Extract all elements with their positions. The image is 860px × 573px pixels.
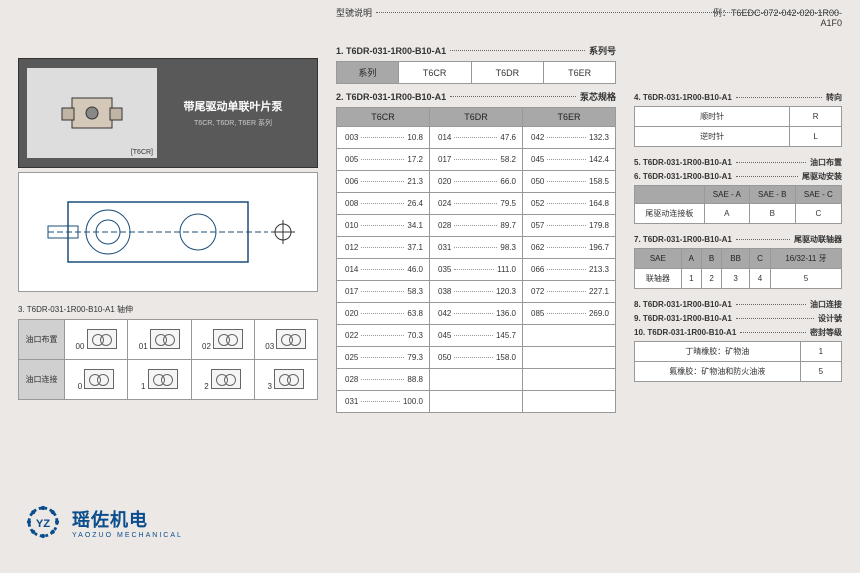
spec-cell: 042132.3 [523, 127, 616, 149]
section3-cell-1: 1 [128, 360, 191, 400]
spec-cell: 045145.7 [430, 325, 523, 347]
cross-section-drawing [18, 172, 318, 292]
spec-cell [430, 369, 523, 391]
svg-text:YZ: YZ [36, 518, 50, 530]
section1-table: 系列 T6CR T6DR T6ER [336, 61, 616, 84]
port-icon [87, 329, 117, 349]
spec-cell: 062196.7 [523, 237, 616, 259]
section3-cell-03: 03 [254, 320, 317, 360]
spec-cell: 066213.3 [523, 259, 616, 281]
section8-10: 8. T6DR-031-1R00-B10-A1油口连接 9. T6DR-031-… [634, 299, 842, 382]
section4-table: 顺时针R 逆时针L [634, 106, 842, 147]
right-column: 4. T6DR-031-1R00-B10-A1转向 顺时针R 逆时针L 5. T… [634, 92, 842, 392]
spec-cell: 050158.0 [430, 347, 523, 369]
spec-cell: 02066.0 [430, 171, 523, 193]
logo-icon: YZ [22, 501, 64, 543]
conn-icon [148, 369, 178, 389]
spec-cell: 01034.1 [337, 215, 430, 237]
section3-cell-02: 02 [191, 320, 254, 360]
section5-6: 5. T6DR-031-1R00-B10-A1油口布置 6. T6DR-031-… [634, 157, 842, 224]
section3-cell-01: 01 [128, 320, 191, 360]
spec-cell: 01758.3 [337, 281, 430, 303]
conn-icon [274, 369, 304, 389]
spec-cell [523, 369, 616, 391]
section4: 4. T6DR-031-1R00-B10-A1转向 顺时针R 逆时针L [634, 92, 842, 147]
spec-cell: 031100.0 [337, 391, 430, 413]
spec-cell: 050158.5 [523, 171, 616, 193]
spec-cell: 085269.0 [523, 303, 616, 325]
port-icon [276, 329, 306, 349]
spec-cell [523, 325, 616, 347]
spec-cell: 072227.1 [523, 281, 616, 303]
logo-name: 瑶佐机电 [72, 506, 183, 532]
logo-sub: YAOZUO MECHANICAL [72, 532, 183, 539]
spec-cell: 01446.0 [337, 259, 430, 281]
section7: 7. T6DR-031-1R00-B10-A1尾驱动联轴器 SAEABBBC16… [634, 234, 842, 289]
section7-table: SAEABBBC16/32-11 牙 联轴器12345 [634, 248, 842, 289]
spec-cell [430, 391, 523, 413]
left-column: 带尾驱动单联叶片泵 T6CR, T6DR, T6ER 系列 3. T6DR-03… [18, 58, 318, 400]
pump-text: 带尾驱动单联叶片泵 T6CR, T6DR, T6ER 系列 [157, 98, 309, 128]
logo: YZ 瑶佐机电 YAOZUO MECHANICAL [22, 501, 183, 543]
pump-image [27, 68, 157, 158]
conn-icon [84, 369, 114, 389]
spec-cell: 02579.3 [337, 347, 430, 369]
section10-table: 丁晴橡胶：矿物油1 氟橡胶：矿物油和防火油液5 [634, 341, 842, 382]
header-example-line2: A1F0 [820, 18, 842, 28]
spec-cell: 00621.3 [337, 171, 430, 193]
section3-cell-2: 2 [191, 360, 254, 400]
section3-row1-label: 油口布置 [19, 320, 65, 360]
section3-cell-3: 3 [254, 360, 317, 400]
spec-cell: 00826.4 [337, 193, 430, 215]
spec-cell: 00310.8 [337, 127, 430, 149]
spec-cell: 052164.8 [523, 193, 616, 215]
section3-cell-0: 0 [65, 360, 128, 400]
spec-cell [523, 347, 616, 369]
section1-title: 1. T6DR-031-1R00-B10-A1 系列号 [336, 44, 616, 57]
port-icon [213, 329, 243, 349]
spec-cell: 02889.7 [430, 215, 523, 237]
header-label: 型號说明 [336, 6, 372, 19]
spec-cell: 02479.5 [430, 193, 523, 215]
section3-cell-00: 00 [65, 320, 128, 360]
spec-cell: 01237.1 [337, 237, 430, 259]
spec-cell: 042136.0 [430, 303, 523, 325]
pump-card: 带尾驱动单联叶片泵 T6CR, T6DR, T6ER 系列 [18, 58, 318, 168]
spec-cell: 038120.3 [430, 281, 523, 303]
spec-cell: 057179.8 [523, 215, 616, 237]
spec-cell: 035111.0 [430, 259, 523, 281]
conn-icon [211, 369, 241, 389]
spec-cell: 02063.8 [337, 303, 430, 325]
section2-table: T6CRT6DRT6ER 00310.801447.6042132.300517… [336, 107, 616, 413]
spec-cell: 01758.2 [430, 149, 523, 171]
section3-row2-label: 油口连接 [19, 360, 65, 400]
spec-cell: 00517.2 [337, 149, 430, 171]
spec-cell: 045142.4 [523, 149, 616, 171]
spec-cell: 01447.6 [430, 127, 523, 149]
spec-cell [523, 391, 616, 413]
logo-text-wrap: 瑶佐机电 YAOZUO MECHANICAL [72, 506, 183, 539]
section2-title: 2. T6DR-031-1R00-B10-A1 泵芯规格 [336, 90, 616, 103]
section3-table: 油口布置 00 01 02 03 油口连接 0 1 2 3 [18, 319, 318, 400]
spec-cell: 02888.8 [337, 369, 430, 391]
section3-title: 3. T6DR-031-1R00-B10-A1 轴伸 [18, 304, 318, 315]
middle-column: 1. T6DR-031-1R00-B10-A1 系列号 系列 T6CR T6DR… [336, 40, 616, 419]
spec-cell: 02270.3 [337, 325, 430, 347]
section6-table: SAE - ASAE - BSAE - C 尾驱动连接板ABC [634, 185, 842, 224]
pump-title: 带尾驱动单联叶片泵 [157, 98, 309, 114]
spec-cell: 03198.3 [430, 237, 523, 259]
pump-subtitle: T6CR, T6DR, T6ER 系列 [157, 118, 309, 128]
port-icon [150, 329, 180, 349]
